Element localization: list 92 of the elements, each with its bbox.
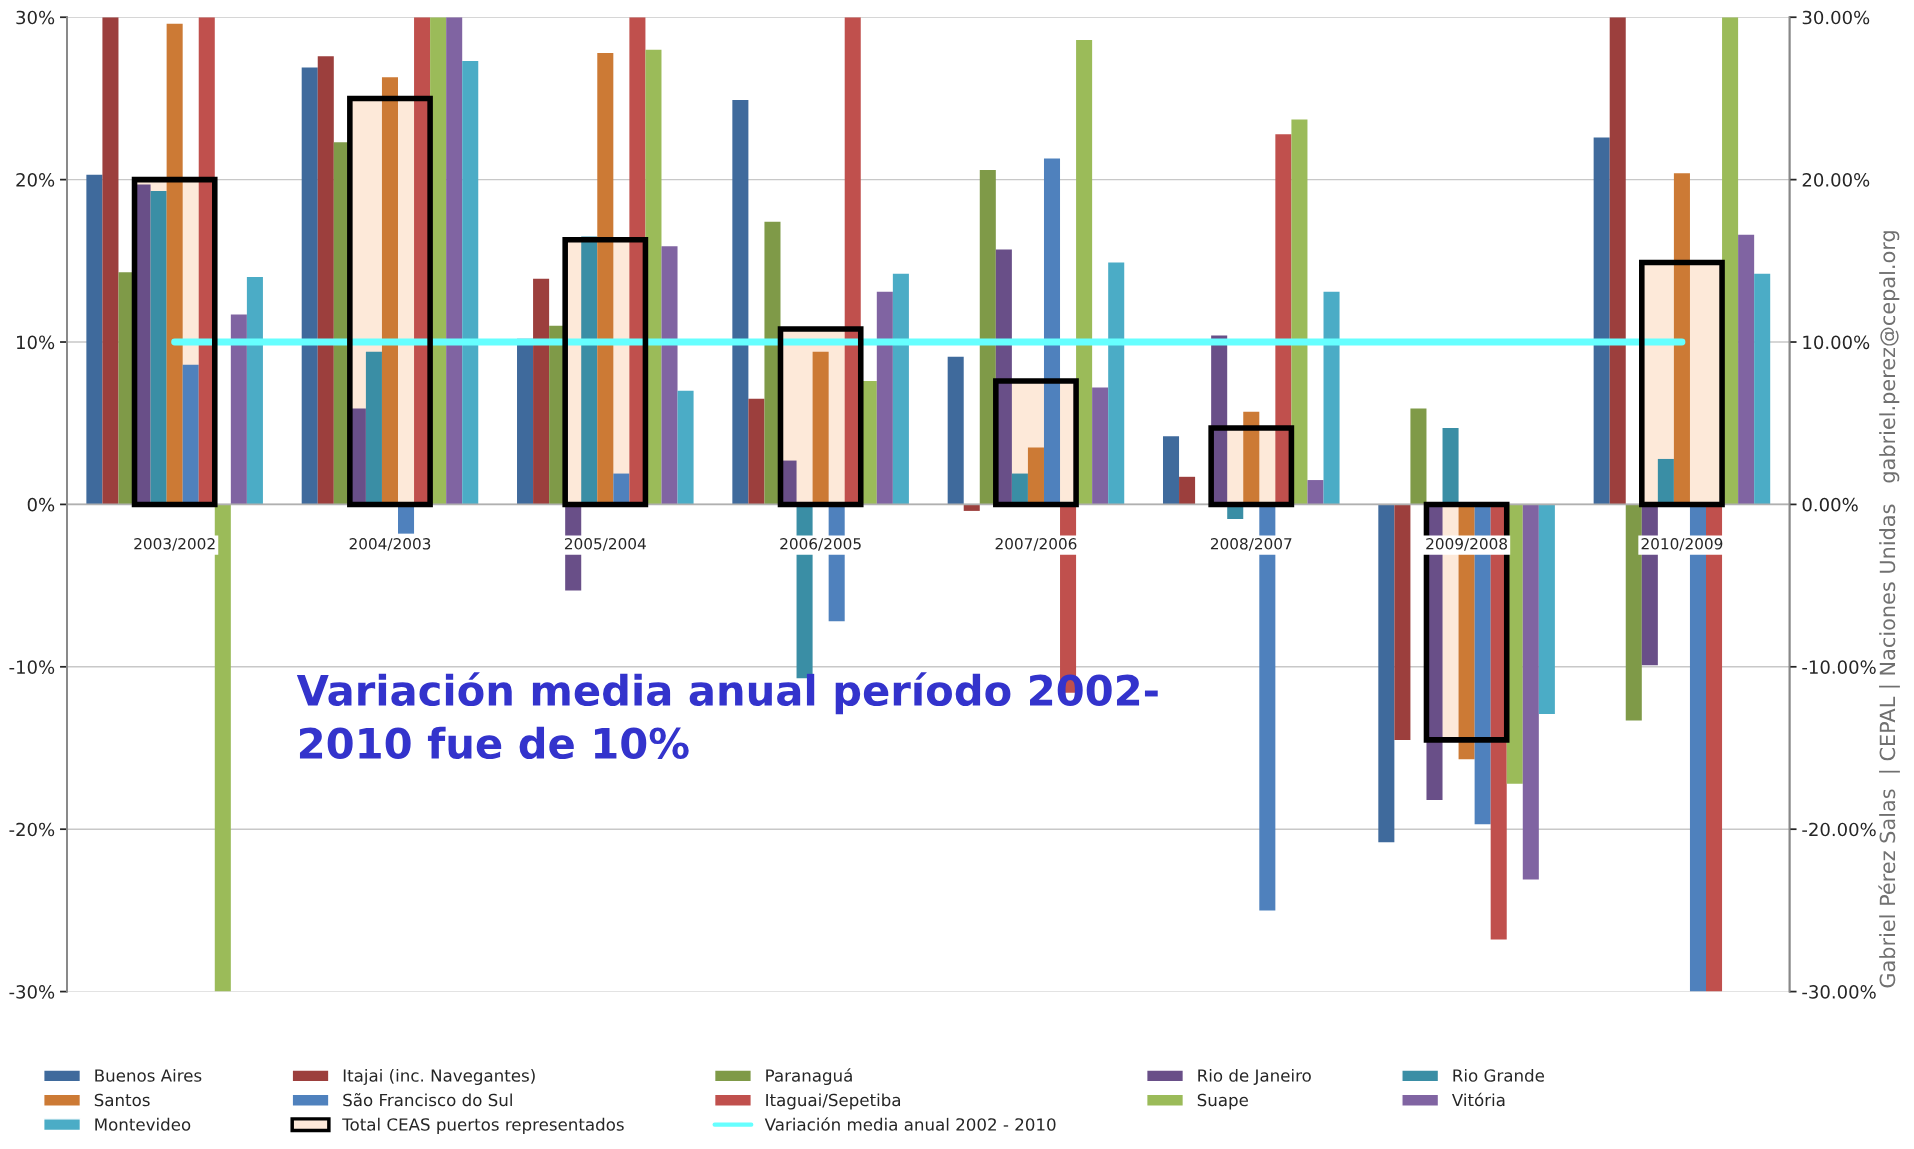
legend-label: Santos (94, 1093, 150, 1107)
bar (1108, 262, 1125, 505)
bar (1162, 436, 1180, 505)
legend-label: Vitória (1451, 1092, 1505, 1107)
legend-label: Suape (1197, 1093, 1248, 1110)
x-tick-label: 2008/2007 (1210, 538, 1292, 551)
bar (892, 273, 909, 505)
bar (1043, 158, 1061, 505)
bar (661, 246, 678, 505)
bar (1291, 119, 1308, 505)
bar (1625, 504, 1642, 721)
bar (812, 351, 829, 505)
y2-tick-label: 0.00% (1802, 497, 1858, 512)
x-tick-label: 2009/2008 (1426, 538, 1508, 551)
bar (1738, 234, 1755, 505)
bar (1754, 273, 1771, 505)
legend-label: Itaguai/Sepetiba (766, 1093, 901, 1110)
legend-label: São Francisco do Sul (343, 1093, 512, 1107)
y2-tick-label: 20.00% (1802, 173, 1870, 187)
y-tick-label: -30% (9, 985, 55, 999)
bar (1092, 387, 1109, 505)
bar (1722, 17, 1739, 505)
bar (581, 236, 598, 505)
x-tick-label: 2003/2002 (134, 538, 215, 551)
legend-label: Variación media anual 2002 - 2010 (764, 1117, 1056, 1131)
bar (979, 169, 996, 505)
bar (533, 278, 550, 505)
bar (748, 398, 765, 505)
bar (301, 67, 318, 505)
bar (102, 17, 119, 505)
bar (613, 473, 630, 505)
y-tick-label: 10% (17, 335, 55, 350)
y-tick-label: 0% (27, 497, 55, 512)
legend-label: Rio Grande (1453, 1068, 1545, 1082)
y2-tick-label: -10.00% (1802, 660, 1876, 674)
bar (1442, 428, 1459, 505)
bar (876, 291, 893, 505)
x-tick-label: 2006/2005 (780, 538, 861, 551)
annotation: Variación media anual período 2002- 2010 fue de 10% (296, 672, 1158, 760)
bar (1323, 291, 1340, 505)
bar (86, 174, 103, 505)
y-tick-label: -20% (9, 822, 55, 837)
legend-label: Montevideo (95, 1117, 191, 1131)
x-tick-label: 2007/2006 (995, 538, 1077, 551)
bar (1307, 480, 1324, 505)
bar (1410, 408, 1427, 505)
bar (963, 504, 980, 511)
bar (182, 364, 199, 505)
legend-label: Buenos Aires (95, 1068, 202, 1082)
y2-tick-label: 10.00% (1803, 335, 1870, 350)
bar (462, 61, 479, 505)
y2-tick-label: -20.00% (1802, 822, 1876, 837)
bar (1076, 39, 1093, 505)
bar (381, 77, 398, 505)
bar (230, 314, 247, 505)
bar (150, 190, 167, 505)
bar (1522, 504, 1539, 880)
bar (1394, 504, 1411, 740)
y-tick-label: -10% (9, 660, 55, 674)
bar (1657, 458, 1674, 505)
bar (446, 17, 463, 505)
bar (246, 277, 263, 505)
bar (1275, 134, 1292, 505)
y-tick-label: 30% (16, 10, 55, 25)
legend-label: Total CEAS puertos representados (342, 1117, 624, 1134)
y2-tick-label: 30.00% (1802, 10, 1870, 25)
legend-label: Paranaguá (766, 1068, 852, 1086)
bar (1673, 173, 1690, 505)
bar (597, 52, 614, 505)
x-tick-label: 2010/2009 (1641, 538, 1723, 551)
bar (214, 504, 231, 992)
y2-tick-label: -30.00% (1802, 985, 1876, 999)
bar (317, 56, 334, 505)
bar (1011, 473, 1028, 505)
bar (1378, 504, 1395, 843)
legend-label: Rio de Janeiro (1198, 1068, 1311, 1085)
bar (1538, 504, 1555, 714)
bar (947, 356, 964, 505)
bar (1027, 447, 1044, 505)
bar (732, 100, 749, 505)
bar (677, 390, 694, 505)
bar (1609, 17, 1626, 505)
bar (1179, 476, 1196, 505)
bar (1593, 137, 1610, 505)
text: Gabriel Pérez Salas | CEPAL | Naciones Unidas gabriel.perez@cepal.org (1878, 231, 1900, 988)
bar (365, 351, 382, 505)
bar (166, 23, 183, 505)
x-tick-label: 2005/2004 (564, 538, 646, 551)
x-tick-label: 2004/2003 (349, 538, 431, 551)
legend-label: Itajai (inc. Navegantes) (343, 1068, 535, 1086)
y-tick-label: 20% (16, 173, 55, 187)
bar (398, 504, 415, 534)
